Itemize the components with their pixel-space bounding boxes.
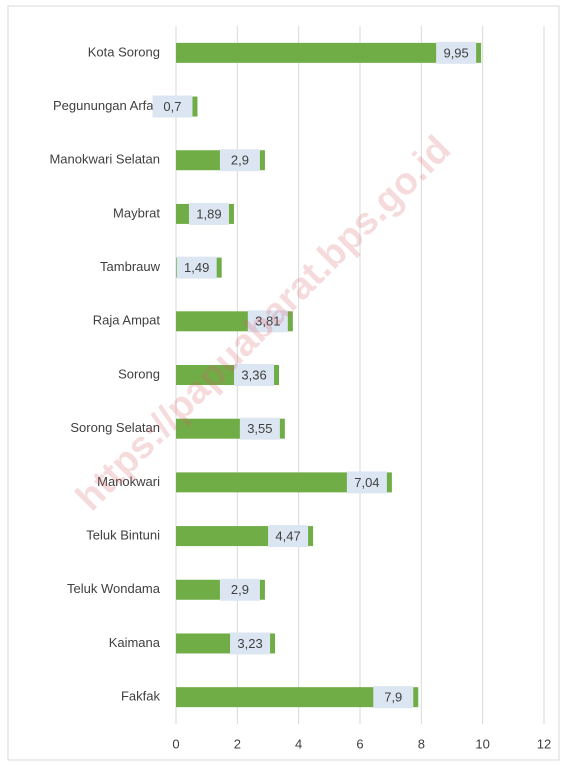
data-label-box — [268, 525, 309, 548]
data-label-box — [152, 95, 193, 118]
data-label-box — [219, 578, 260, 601]
data-label-box — [247, 310, 288, 333]
bar — [176, 42, 482, 63]
y-tick-label: Teluk Bintuni — [86, 528, 160, 543]
data-label-box — [230, 632, 271, 655]
data-label: 7,04 — [354, 475, 379, 490]
data-label-box — [188, 202, 229, 225]
y-tick-label: Raja Ampat — [93, 313, 161, 328]
data-label: 7,9 — [384, 690, 402, 705]
data-label-box — [219, 149, 260, 172]
data-label-box — [346, 471, 387, 494]
x-tick-label: 0 — [172, 736, 179, 751]
y-tick-label: Manokwari Selatan — [49, 152, 160, 167]
y-tick-label: Maybrat — [113, 205, 160, 220]
data-label: 4,47 — [275, 529, 300, 544]
y-tick-label: Kaimana — [109, 635, 161, 650]
bar — [176, 687, 419, 708]
data-label: 1,49 — [184, 260, 209, 275]
data-label-box — [234, 364, 275, 386]
y-tick-label: Teluk Wondama — [67, 581, 161, 596]
x-tick-label: 12 — [537, 736, 551, 751]
y-tick-label: Sorong — [118, 366, 160, 381]
x-tick-label: 6 — [356, 736, 363, 751]
data-label: 0,7 — [163, 99, 181, 114]
x-tick-label: 2 — [234, 736, 241, 751]
y-tick-label: Manokwari — [97, 474, 160, 489]
data-label: 3,81 — [255, 314, 280, 329]
data-label-box — [436, 41, 477, 64]
data-label-box — [373, 686, 414, 709]
x-tick-label: 8 — [418, 736, 425, 751]
data-label: 2,9 — [231, 582, 249, 597]
y-tick-label: Pegunungan Arfak — [53, 98, 160, 113]
y-tick-label: Kota Sorong — [88, 44, 160, 59]
x-tick-label: 10 — [475, 736, 489, 751]
chart-frame — [7, 5, 560, 761]
data-label: 3,23 — [237, 636, 262, 651]
data-label: 3,55 — [247, 421, 272, 436]
data-label: 3,36 — [241, 367, 266, 382]
data-label: 9,95 — [443, 45, 468, 60]
y-tick-label: Tambrauw — [100, 259, 161, 274]
y-tick-label: Sorong Selatan — [70, 420, 160, 435]
data-label: 1,89 — [196, 206, 221, 221]
data-label-box — [239, 417, 280, 440]
data-label: 2,9 — [231, 153, 249, 168]
y-tick-label: Fakfak — [121, 689, 161, 704]
x-tick-label: 4 — [295, 736, 302, 751]
data-label-box — [176, 256, 217, 279]
bar — [176, 472, 392, 493]
